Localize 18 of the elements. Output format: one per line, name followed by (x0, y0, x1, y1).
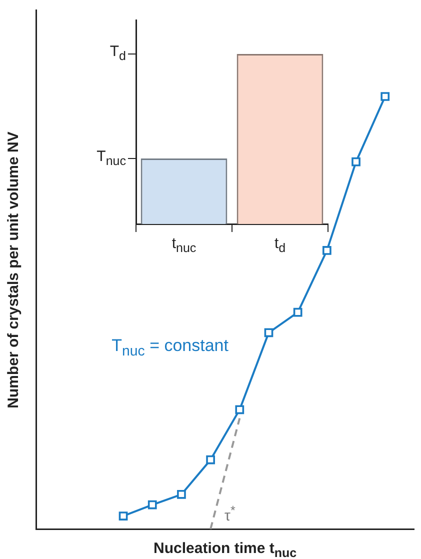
text: T$_{d}$ (110, 43, 126, 64)
point (235, 405, 244, 414)
point (118, 512, 128, 520)
annotation: T$_{nuc}$ (96, 148, 126, 168)
point (206, 455, 215, 464)
point (352, 157, 360, 166)
annotation: T$_{nuc}$ = constant (112, 336, 228, 360)
x-axis-title: Nucleation time t$_{nuc}$ (154, 540, 297, 559)
point (380, 92, 390, 101)
point (177, 490, 186, 499)
x-tick-label: t$_{nuc}$ (172, 235, 196, 256)
point (148, 500, 157, 510)
point (264, 328, 274, 338)
point (293, 308, 302, 317)
y-axis-title: Number of crystals per unit volume NV (4, 131, 22, 408)
annotation: τ$^{*}$ (224, 504, 236, 525)
x-tick-label: t$_{d}$ (274, 235, 286, 256)
point (322, 246, 332, 255)
